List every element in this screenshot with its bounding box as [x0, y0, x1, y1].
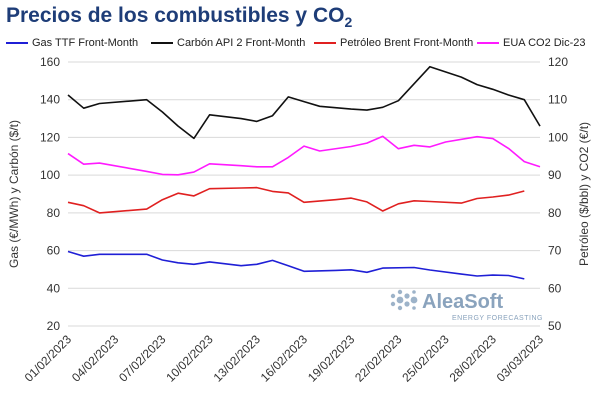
y-axis-right-ticks: 50 60 70 80 90 100 110 120 — [548, 55, 568, 333]
watermark-logo-dot — [404, 293, 410, 299]
y-left-tick-label: 160 — [40, 55, 60, 69]
watermark-tagline: ENERGY FORECASTING — [452, 315, 543, 322]
y-axis-left-label: Gas (€/MWh) y Carbón ($/t) — [7, 120, 21, 268]
watermark-logo-dot — [404, 301, 410, 307]
legend-swatch — [151, 42, 173, 44]
series-line-0 — [67, 250, 525, 280]
x-tick-label: 19/02/2023 — [305, 332, 358, 385]
watermark-brand: AleaSoft — [422, 291, 503, 313]
x-tick-label: 13/02/2023 — [211, 332, 264, 385]
legend-swatch — [6, 42, 28, 44]
legend-label: EUA CO2 Dic-23 — [503, 37, 586, 49]
y-left-tick-label: 100 — [40, 168, 60, 182]
chart-title-subscript: 2 — [344, 14, 353, 31]
y-right-tick-label: 120 — [548, 55, 568, 69]
x-tick-label: 22/02/2023 — [352, 332, 405, 385]
y-axis-right-label: Petróleo ($/bbl) y CO2 (€/t) — [577, 122, 591, 266]
x-tick-label: 16/02/2023 — [258, 332, 311, 385]
y-right-tick-label: 100 — [548, 130, 568, 144]
legend-label: Carbón API 2 Front-Month — [177, 37, 306, 49]
x-tick-label: 10/02/2023 — [163, 332, 216, 385]
legend-label: Petróleo Brent Front-Month — [340, 37, 474, 49]
y-right-tick-label: 90 — [548, 168, 562, 182]
x-tick-label: 07/02/2023 — [116, 332, 169, 385]
chart-title-main: Precios de los combustibles y CO — [6, 4, 345, 27]
y-left-tick-label: 120 — [40, 130, 60, 144]
y-right-tick-label: 110 — [548, 93, 567, 107]
y-left-tick-label: 60 — [47, 244, 61, 258]
watermark-logo-dot — [390, 293, 396, 299]
watermark-logo-dot — [390, 301, 396, 307]
watermark-logo-dot — [412, 306, 416, 310]
x-tick-label: 25/02/2023 — [399, 332, 452, 385]
x-tick-label: 04/02/2023 — [69, 332, 122, 385]
x-tick-label: 28/02/2023 — [447, 332, 500, 385]
y-right-tick-label: 80 — [548, 206, 562, 220]
series-line-3 — [67, 135, 541, 176]
chart-title: Precios de los combustibles y CO2 — [6, 4, 352, 30]
watermark-logo-dot — [396, 296, 404, 304]
y-left-tick-label: 80 — [47, 206, 61, 220]
watermark-logo-dot — [397, 305, 403, 311]
watermark-logo-dot — [412, 290, 416, 294]
legend-item-3: EUA CO2 Dic-23 — [477, 37, 586, 49]
x-tick-label: 01/02/2023 — [22, 332, 75, 385]
y-right-tick-label: 50 — [548, 319, 562, 333]
y-left-tick-label: 20 — [47, 319, 61, 333]
watermark-logo-dot — [397, 289, 403, 295]
aleasoft-watermark: AleaSoft ENERGY FORECASTING — [390, 289, 543, 322]
series-lines — [67, 65, 541, 280]
legend-item-2: Petróleo Brent Front-Month — [314, 37, 473, 49]
y-left-tick-label: 40 — [47, 281, 61, 295]
y-right-tick-label: 60 — [548, 281, 562, 295]
x-tick-label: 03/03/2023 — [494, 332, 547, 385]
legend-swatch — [477, 42, 499, 44]
watermark-logo-dot — [410, 296, 418, 304]
legend-item-1: Carbón API 2 Front-Month — [151, 37, 305, 49]
legend-swatch — [314, 42, 336, 44]
y-axis-left-ticks: 20 40 60 80 100 120 140 160 — [40, 55, 60, 333]
series-line-1 — [67, 65, 541, 140]
x-axis-ticks: 01/02/202304/02/202307/02/202310/02/2023… — [22, 332, 547, 385]
legend-item-0: Gas TTF Front-Month — [6, 37, 138, 49]
y-left-tick-label: 140 — [40, 93, 60, 107]
series-line-2 — [67, 186, 525, 214]
chart-legend: Gas TTF Front-Month Carbón API 2 Front-Mo… — [0, 37, 600, 53]
grid-lines — [68, 61, 540, 327]
legend-label: Gas TTF Front-Month — [32, 37, 139, 49]
y-right-tick-label: 70 — [548, 244, 562, 258]
